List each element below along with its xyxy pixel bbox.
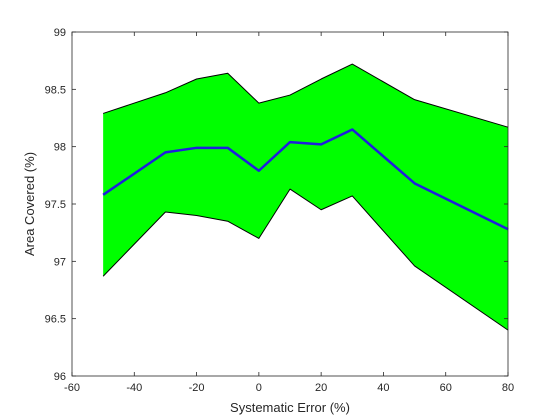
x-tick-label: -40	[126, 382, 142, 394]
x-tick-label: 0	[256, 382, 262, 394]
y-tick-label: 99	[54, 27, 66, 39]
y-tick-label: 96.5	[45, 314, 66, 326]
x-axis-ticks: -60 -40 -20 0 20 40 60 80	[64, 32, 514, 394]
x-tick-label: -60	[64, 382, 80, 394]
x-axis-label: Systematic Error (%)	[230, 400, 350, 415]
y-axis-ticks: 96 96.5 97 97.5 98 98.5 99	[45, 27, 508, 383]
confidence-band	[103, 64, 509, 331]
y-tick-label: 98	[54, 142, 66, 154]
mean-line	[102, 128, 509, 231]
lower-bound-line	[102, 188, 509, 331]
y-tick-label: 96	[54, 371, 66, 383]
x-tick-label: 60	[440, 382, 452, 394]
x-tick-label: 80	[502, 382, 514, 394]
y-tick-label: 98.5	[45, 84, 66, 96]
band-fill	[103, 64, 509, 331]
y-tick-label: 97.5	[45, 199, 66, 211]
series-lines	[102, 63, 509, 331]
x-tick-label: -20	[189, 382, 205, 394]
x-tick-label: 40	[377, 382, 389, 394]
upper-bound-line	[102, 63, 509, 128]
y-tick-label: 97	[54, 256, 66, 268]
y-axis-label: Area Covered (%)	[22, 152, 37, 256]
x-tick-label: 20	[315, 382, 327, 394]
